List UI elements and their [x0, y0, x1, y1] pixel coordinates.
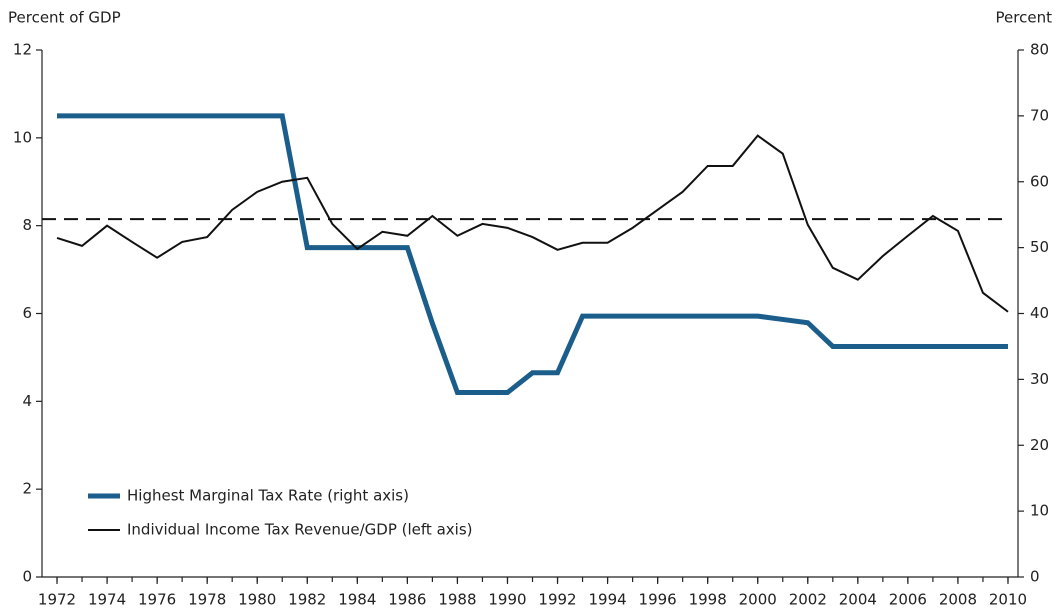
legend-label: Highest Marginal Tax Rate (right axis) [127, 487, 409, 505]
y2-tick-label: 50 [1030, 238, 1049, 256]
y2-tick-label: 40 [1030, 304, 1049, 322]
x-tick-label: 2004 [839, 591, 877, 609]
series-line [56, 134, 1009, 313]
y-tick-label: 0 [22, 568, 32, 586]
y-tick-label: 12 [13, 41, 32, 59]
y2-tick-label: 30 [1030, 370, 1049, 388]
x-tick-label: 1974 [88, 591, 126, 609]
x-tick-label: 1978 [188, 591, 226, 609]
x-tick-label: 1976 [138, 591, 176, 609]
y2-tick-label: 60 [1030, 172, 1049, 190]
y2-tick-label: 80 [1030, 41, 1049, 59]
x-tick-label: 1988 [438, 591, 476, 609]
x-tick-label: 1972 [38, 591, 76, 609]
x-tick-label: 1980 [238, 591, 276, 609]
x-tick-label: 1994 [588, 591, 626, 609]
y2-tick-label: 70 [1030, 106, 1049, 124]
y-tick-label: 10 [13, 128, 32, 146]
x-tick-label: 1996 [639, 591, 677, 609]
y-tick-label: 4 [22, 392, 32, 410]
x-tick-label: 2000 [739, 591, 777, 609]
x-tick-label: 2008 [939, 591, 977, 609]
x-tick-label: 1992 [538, 591, 576, 609]
x-tick-label: 1986 [388, 591, 426, 609]
y-tick-label: 6 [22, 304, 32, 322]
legend-label: Individual Income Tax Revenue/GDP (left … [127, 521, 472, 539]
x-tick-label: 2006 [889, 591, 927, 609]
y-axis-label: Percent of GDP [8, 9, 121, 27]
x-tick-label: 2002 [789, 591, 827, 609]
y2-tick-label: 20 [1030, 436, 1049, 454]
x-tick-label: 2010 [989, 591, 1027, 609]
y2-tick-label: 0 [1030, 568, 1040, 586]
x-tick-label: 1982 [288, 591, 326, 609]
x-tick-label: 1990 [488, 591, 526, 609]
x-tick-label: 1984 [338, 591, 376, 609]
y-tick-label: 8 [22, 216, 32, 234]
x-tick-label: 1998 [689, 591, 727, 609]
y2-axis-label: Percent [996, 9, 1053, 27]
y2-tick-label: 10 [1030, 502, 1049, 520]
series-line [57, 113, 1008, 396]
y-tick-label: 2 [22, 480, 32, 498]
